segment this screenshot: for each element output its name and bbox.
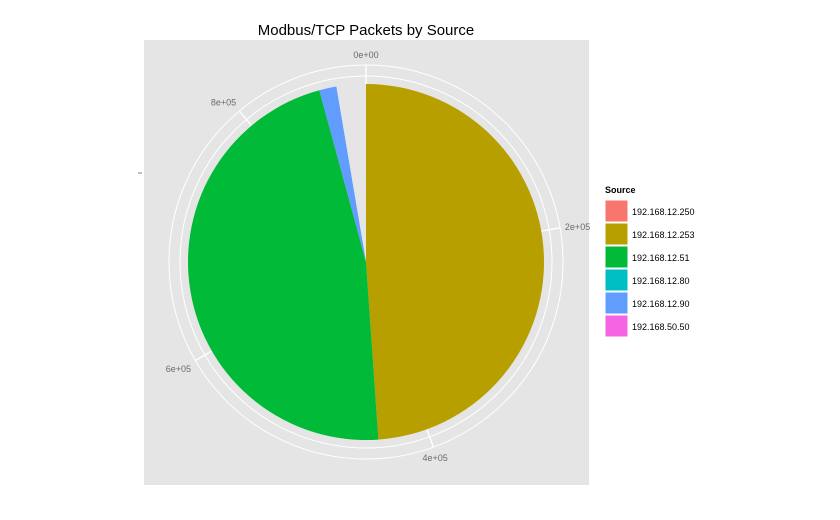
legend-label-2: 192.168.12.51 [632, 253, 690, 263]
grid-radial-line-3 [195, 350, 213, 362]
legend-label-0: 192.168.12.250 [632, 207, 695, 217]
grid-radial-line-4 [238, 110, 253, 127]
tick-label-3: 6e+05 [166, 364, 191, 374]
legend-key-1 [604, 222, 629, 246]
legend-label-5: 192.168.50.50 [632, 322, 690, 332]
legend: Source 192.168.12.250 192.168.12.253 192.1… [604, 185, 695, 338]
tick-label-0: 0e+00 [353, 50, 378, 60]
pie-slice-192-168-12-253 [366, 84, 545, 440]
legend-key-4 [604, 291, 629, 315]
tick-label-1: 2e+05 [565, 222, 590, 232]
legend-key-3 [604, 268, 629, 292]
legend-label-4: 192.168.12.90 [632, 299, 690, 309]
legend-title: Source [605, 185, 636, 195]
tick-label-2: 4e+05 [422, 453, 447, 463]
grid-layer [168, 64, 564, 460]
pie-slice-192-168-12-90 [319, 86, 366, 262]
legend-label-1: 192.168.12.253 [632, 230, 695, 240]
tick-layer: 0e+00 2e+05 4e+05 6e+05 8e+05 [166, 50, 590, 463]
legend-key-5 [604, 314, 629, 338]
grid-radial-line-1 [541, 227, 561, 232]
grid-radial-line-2 [426, 429, 435, 448]
legend-key-0 [604, 199, 629, 223]
legend-label-3: 192.168.12.80 [632, 276, 690, 286]
legend-key-2 [604, 245, 629, 269]
pie-slice-192-168-12-51 [187, 90, 379, 441]
slice-layer [187, 84, 545, 441]
tick-label-4: 8e+05 [211, 97, 236, 107]
chart-title: Modbus/TCP Packets by Source [258, 22, 475, 39]
